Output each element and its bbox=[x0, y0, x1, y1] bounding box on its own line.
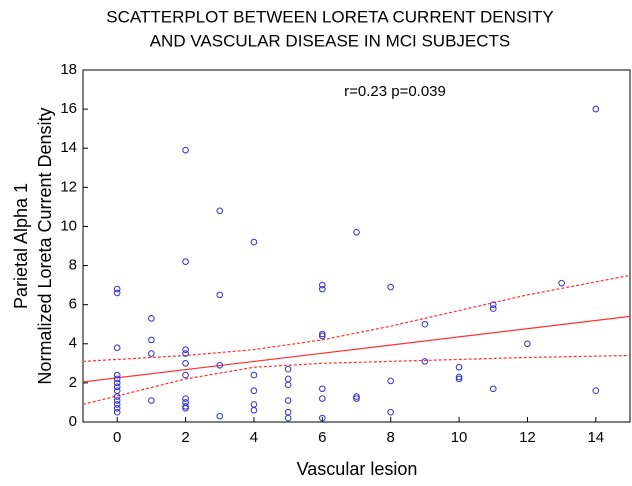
plot-frame bbox=[82, 69, 631, 423]
point bbox=[182, 395, 189, 402]
y-tick-label: 6 bbox=[69, 296, 77, 313]
point bbox=[113, 285, 121, 293]
point bbox=[353, 393, 360, 400]
point bbox=[250, 371, 258, 379]
point bbox=[284, 397, 292, 404]
point bbox=[524, 340, 531, 348]
point bbox=[284, 381, 292, 389]
point bbox=[319, 281, 326, 289]
point bbox=[148, 397, 155, 404]
point bbox=[113, 379, 121, 387]
point bbox=[113, 371, 121, 379]
y-tick-label: 12 bbox=[60, 178, 77, 195]
point bbox=[182, 371, 189, 379]
y-tick-label: 0 bbox=[69, 413, 77, 430]
point bbox=[353, 395, 360, 402]
point bbox=[250, 401, 258, 408]
point bbox=[489, 385, 497, 393]
x-tick-label: 8 bbox=[387, 429, 395, 446]
point bbox=[489, 305, 497, 312]
point bbox=[216, 361, 224, 369]
point bbox=[113, 387, 121, 395]
x-tick-label: 14 bbox=[587, 429, 604, 446]
point bbox=[113, 408, 121, 416]
y-tick-label: 4 bbox=[69, 335, 77, 352]
fit-line bbox=[82, 274, 631, 362]
x-tick-label: 10 bbox=[451, 429, 468, 446]
point bbox=[421, 320, 429, 328]
point bbox=[319, 414, 326, 422]
point bbox=[182, 350, 189, 357]
point bbox=[113, 397, 121, 404]
point bbox=[113, 393, 121, 400]
x-tick-label: 0 bbox=[113, 429, 121, 446]
point bbox=[250, 406, 258, 414]
y-tick-label: 2 bbox=[69, 374, 77, 391]
point bbox=[216, 207, 224, 215]
point bbox=[148, 350, 155, 357]
y-tick-label: 18 bbox=[60, 61, 77, 78]
point bbox=[182, 346, 189, 353]
point bbox=[216, 291, 224, 299]
point bbox=[113, 344, 121, 351]
y-tick-label: 14 bbox=[60, 139, 77, 156]
fit-line bbox=[82, 315, 631, 383]
point bbox=[592, 105, 600, 113]
x-tick-label: 12 bbox=[519, 429, 536, 446]
point bbox=[284, 414, 292, 422]
point bbox=[250, 387, 258, 395]
point bbox=[113, 383, 121, 391]
x-tick-label: 6 bbox=[318, 429, 326, 446]
point bbox=[592, 387, 600, 395]
point bbox=[182, 403, 189, 410]
point bbox=[319, 332, 326, 340]
y-axis-label: Normalized Loreta Current Density bbox=[35, 107, 55, 384]
point bbox=[284, 375, 292, 383]
point bbox=[113, 289, 121, 297]
point bbox=[319, 330, 326, 338]
point bbox=[489, 301, 497, 308]
point bbox=[319, 395, 326, 402]
point bbox=[148, 336, 155, 344]
point bbox=[387, 408, 394, 416]
point bbox=[182, 146, 189, 154]
x-tick-label: 2 bbox=[181, 429, 189, 446]
point bbox=[421, 358, 429, 365]
point bbox=[455, 375, 463, 383]
point bbox=[113, 401, 121, 408]
point bbox=[387, 283, 394, 291]
point bbox=[250, 238, 258, 246]
point bbox=[455, 363, 463, 371]
y-tick-label: 8 bbox=[69, 257, 77, 274]
x-axis-label: Vascular lesion bbox=[297, 459, 418, 479]
point bbox=[216, 412, 224, 420]
y-tick-label: 16 bbox=[60, 100, 77, 117]
fit-line bbox=[82, 354, 631, 405]
point bbox=[558, 279, 565, 287]
annotation: r=0.23 p=0.039 bbox=[344, 83, 446, 100]
point bbox=[148, 315, 155, 322]
point bbox=[319, 385, 326, 393]
point bbox=[113, 405, 121, 412]
chart-title: SCATTERPLOT BETWEEN LORETA CURRENT DENSI… bbox=[106, 7, 553, 26]
y-tick-label: 10 bbox=[60, 217, 77, 234]
point bbox=[182, 360, 189, 367]
point bbox=[182, 258, 189, 265]
y-axis-label: Parietal Alpha 1 bbox=[11, 183, 31, 309]
x-tick-label: 4 bbox=[250, 429, 258, 446]
point bbox=[284, 408, 292, 416]
point bbox=[113, 375, 121, 383]
point bbox=[182, 405, 189, 412]
chart-title: AND VASCULAR DISEASE IN MCI SUBJECTS bbox=[150, 31, 511, 50]
point bbox=[284, 365, 292, 373]
point bbox=[353, 229, 360, 236]
point bbox=[319, 285, 326, 293]
point bbox=[387, 377, 394, 385]
point bbox=[455, 373, 463, 381]
